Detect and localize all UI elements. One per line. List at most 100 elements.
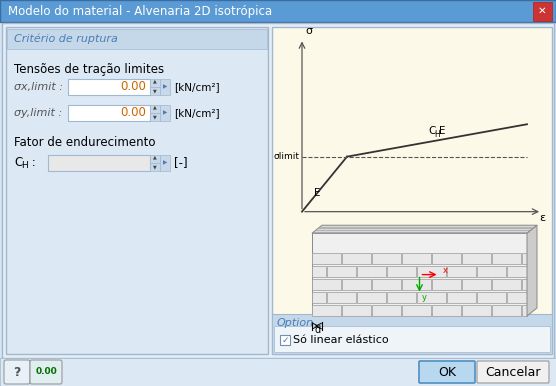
Text: Modelo do material - Alvenaria 2D isotrópica: Modelo do material - Alvenaria 2D isotró… — [8, 5, 272, 17]
FancyBboxPatch shape — [477, 291, 506, 303]
Text: y: y — [421, 293, 426, 301]
FancyBboxPatch shape — [492, 305, 521, 316]
FancyBboxPatch shape — [492, 252, 521, 264]
Text: C: C — [14, 156, 22, 169]
Text: ✓: ✓ — [281, 335, 289, 344]
FancyBboxPatch shape — [150, 87, 160, 95]
Text: OK: OK — [438, 366, 456, 379]
Text: ▲: ▲ — [153, 105, 157, 110]
FancyBboxPatch shape — [507, 266, 527, 277]
FancyBboxPatch shape — [342, 252, 371, 264]
Text: Option: Option — [277, 318, 314, 328]
Text: :: : — [28, 156, 36, 169]
FancyBboxPatch shape — [522, 305, 527, 316]
FancyBboxPatch shape — [68, 105, 150, 121]
FancyBboxPatch shape — [160, 79, 170, 95]
Text: H: H — [21, 161, 28, 171]
Text: ✕: ✕ — [538, 6, 547, 16]
Text: σy,limit :: σy,limit : — [14, 108, 62, 118]
FancyBboxPatch shape — [342, 279, 371, 290]
Text: ▶: ▶ — [163, 110, 167, 115]
FancyBboxPatch shape — [372, 279, 401, 290]
Polygon shape — [527, 225, 537, 316]
FancyBboxPatch shape — [68, 79, 150, 95]
Text: 0.00: 0.00 — [120, 107, 146, 120]
FancyBboxPatch shape — [417, 291, 446, 303]
Text: [kN/cm²]: [kN/cm²] — [174, 82, 220, 92]
FancyBboxPatch shape — [387, 266, 416, 277]
Text: Tensões de tração limites: Tensões de tração limites — [14, 63, 164, 76]
Text: [-]: [-] — [174, 156, 187, 169]
Text: [kN/cm²]: [kN/cm²] — [174, 108, 220, 118]
FancyBboxPatch shape — [492, 279, 521, 290]
FancyBboxPatch shape — [432, 279, 461, 290]
Text: 0.00: 0.00 — [35, 367, 57, 376]
Text: ▶: ▶ — [163, 85, 167, 90]
Polygon shape — [312, 225, 537, 233]
FancyBboxPatch shape — [342, 305, 371, 316]
FancyBboxPatch shape — [312, 252, 341, 264]
FancyBboxPatch shape — [522, 252, 527, 264]
FancyBboxPatch shape — [150, 163, 160, 171]
FancyBboxPatch shape — [48, 155, 150, 171]
Text: H: H — [434, 130, 440, 139]
FancyBboxPatch shape — [372, 305, 401, 316]
Text: d: d — [315, 325, 321, 335]
Text: ▲: ▲ — [153, 78, 157, 83]
FancyBboxPatch shape — [7, 29, 267, 49]
FancyBboxPatch shape — [533, 2, 552, 21]
Text: Critério de ruptura: Critério de ruptura — [14, 34, 118, 44]
Text: ?: ? — [13, 366, 21, 379]
FancyBboxPatch shape — [6, 27, 268, 354]
Text: Só linear elástico: Só linear elástico — [293, 335, 389, 345]
FancyBboxPatch shape — [462, 252, 491, 264]
FancyBboxPatch shape — [522, 279, 527, 290]
FancyBboxPatch shape — [312, 279, 341, 290]
FancyBboxPatch shape — [477, 361, 549, 383]
FancyBboxPatch shape — [0, 0, 556, 22]
FancyBboxPatch shape — [160, 155, 170, 171]
FancyBboxPatch shape — [2, 23, 554, 358]
Text: ▼: ▼ — [153, 164, 157, 169]
FancyBboxPatch shape — [402, 252, 431, 264]
FancyBboxPatch shape — [462, 305, 491, 316]
Text: x: x — [443, 266, 448, 274]
FancyBboxPatch shape — [4, 360, 30, 384]
FancyBboxPatch shape — [432, 252, 461, 264]
Text: E: E — [314, 188, 320, 198]
FancyBboxPatch shape — [274, 326, 550, 352]
FancyBboxPatch shape — [327, 266, 356, 277]
FancyBboxPatch shape — [447, 291, 476, 303]
FancyBboxPatch shape — [402, 279, 431, 290]
FancyBboxPatch shape — [507, 291, 527, 303]
FancyBboxPatch shape — [272, 27, 552, 354]
FancyBboxPatch shape — [462, 279, 491, 290]
FancyBboxPatch shape — [477, 266, 506, 277]
Text: Fator de endurecimento: Fator de endurecimento — [14, 137, 156, 149]
FancyBboxPatch shape — [150, 113, 160, 121]
FancyBboxPatch shape — [357, 266, 386, 277]
FancyBboxPatch shape — [447, 266, 476, 277]
Text: ▼: ▼ — [153, 88, 157, 93]
Text: ▲: ▲ — [153, 154, 157, 159]
FancyBboxPatch shape — [30, 360, 62, 384]
Text: ▶: ▶ — [163, 161, 167, 166]
Text: ε: ε — [539, 213, 545, 223]
Text: σ: σ — [305, 25, 312, 36]
FancyBboxPatch shape — [150, 155, 160, 163]
FancyBboxPatch shape — [327, 291, 356, 303]
FancyBboxPatch shape — [402, 305, 431, 316]
FancyBboxPatch shape — [312, 233, 527, 316]
FancyBboxPatch shape — [280, 335, 290, 345]
FancyBboxPatch shape — [387, 291, 416, 303]
FancyBboxPatch shape — [0, 358, 556, 386]
FancyBboxPatch shape — [432, 305, 461, 316]
FancyBboxPatch shape — [150, 79, 160, 87]
Text: ▼: ▼ — [153, 115, 157, 120]
Text: C: C — [428, 126, 435, 136]
FancyBboxPatch shape — [272, 314, 552, 354]
Text: Cancelar: Cancelar — [485, 366, 541, 379]
FancyBboxPatch shape — [150, 105, 160, 113]
FancyBboxPatch shape — [160, 105, 170, 121]
Text: σx,limit :: σx,limit : — [14, 82, 63, 92]
